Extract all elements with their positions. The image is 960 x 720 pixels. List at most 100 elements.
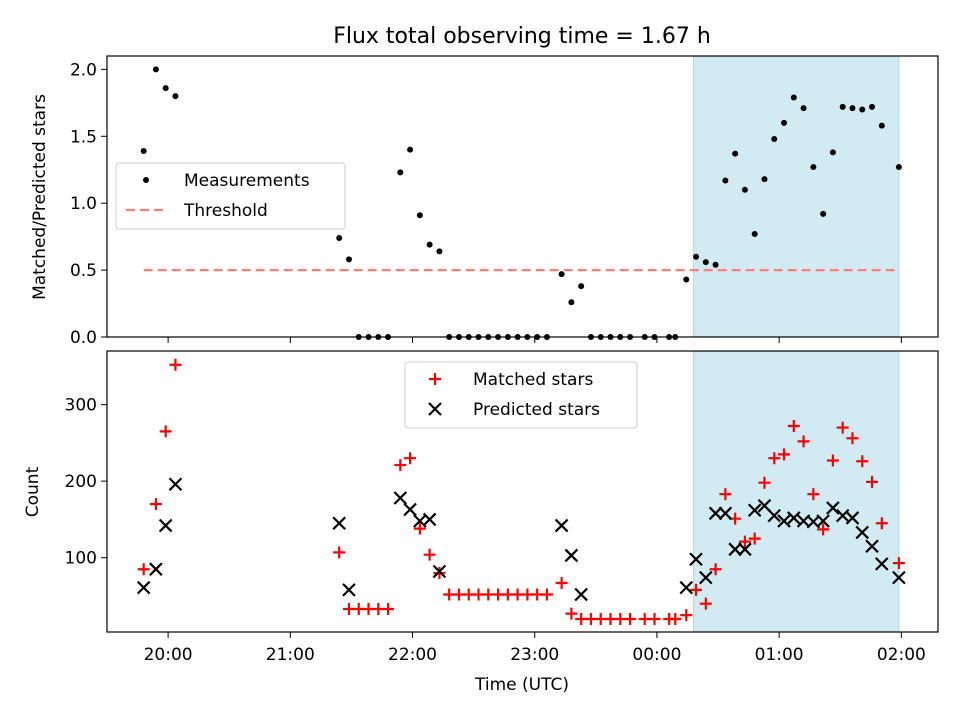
matched-stars-marker xyxy=(748,532,761,545)
measurement-point xyxy=(771,135,778,142)
predicted-stars-marker xyxy=(149,562,163,576)
y-tick-label: 100 xyxy=(65,549,97,569)
matched-stars-marker xyxy=(540,588,553,601)
matched-stars-marker xyxy=(669,612,682,625)
legend-measurement-swatch xyxy=(143,177,149,183)
matched-stars-marker xyxy=(709,563,722,576)
predicted-stars-marker xyxy=(332,516,346,531)
predicted-stars-marker xyxy=(892,570,906,585)
predicted-stars-marker xyxy=(787,511,801,525)
predicted-stars-marker xyxy=(342,583,356,597)
measurement-point xyxy=(781,119,788,126)
measurement-point xyxy=(568,299,575,306)
measurement-point xyxy=(810,164,817,171)
matched-stars-marker xyxy=(719,488,732,501)
matched-stars-marker xyxy=(807,488,820,501)
matched-stars-marker xyxy=(404,452,417,465)
x-tick-label: 20:00 xyxy=(144,645,193,665)
matched-stars-marker xyxy=(624,612,637,625)
matched-stars-marker xyxy=(137,563,150,576)
legend-predicted-swatch xyxy=(428,402,442,416)
x-tick-label: 00:00 xyxy=(632,645,681,665)
measurement-point xyxy=(426,241,433,248)
matched-stars-marker xyxy=(680,609,693,622)
matched-stars-marker xyxy=(768,452,781,465)
top-axes: 0.0 0.5 1.0 1.5 2.0 Measurements Threshold xyxy=(70,55,939,348)
matched-stars-marker xyxy=(758,476,771,489)
y-tick-label: 0.0 xyxy=(70,328,97,348)
axes-frame xyxy=(106,55,939,338)
legend-box xyxy=(115,162,346,230)
predicted-stars-marker xyxy=(554,518,569,533)
matched-stars-marker xyxy=(699,597,712,610)
measurement-point xyxy=(732,150,739,157)
legend-label: Measurements xyxy=(184,171,310,191)
predicted-stars-marker xyxy=(747,503,762,518)
matched-stars-marker xyxy=(149,498,162,511)
predicted-stars-marker xyxy=(432,564,447,579)
predicted-stars-marker xyxy=(158,518,173,533)
matched-stars-marker xyxy=(856,455,869,468)
measurement-point xyxy=(800,105,807,112)
matched-stars-marker xyxy=(648,612,661,625)
predicted-stars-marker xyxy=(865,539,879,554)
legend-label: Threshold xyxy=(183,201,268,221)
matched-stars-marker xyxy=(690,583,703,596)
measurement-point xyxy=(869,103,876,110)
matched-stars-marker xyxy=(778,448,791,461)
measurement-point xyxy=(895,164,902,171)
matched-stars-marker xyxy=(738,535,751,548)
measurement-point xyxy=(683,276,690,283)
predicted-stars-marker xyxy=(777,514,791,528)
y-tick-label: 200 xyxy=(65,472,97,492)
bottom-axes: 20:00 21:00 22:00 23:00 00:00 01:00 02:00 100 20… xyxy=(65,350,939,665)
matched-stars-marker xyxy=(159,425,172,438)
measurement-point xyxy=(693,253,700,260)
predicted-stars-marker xyxy=(708,506,723,521)
measurement-point xyxy=(741,186,748,193)
measurement-point xyxy=(761,176,768,183)
y-tick-label: 300 xyxy=(65,396,97,416)
predicted-stars-marker xyxy=(422,512,437,527)
observing-time-span xyxy=(693,55,900,338)
matched-stars-marker xyxy=(846,432,859,445)
measurement-point xyxy=(578,283,585,290)
measurement-point xyxy=(751,230,758,237)
measurement-point xyxy=(345,256,352,263)
measurement-point xyxy=(162,85,169,92)
predicted-stars-marker xyxy=(835,508,850,523)
predicted-stars-marker xyxy=(855,525,870,540)
measurement-point xyxy=(558,271,565,278)
measurement-point xyxy=(436,248,443,255)
bottom-y-axis-label: Count xyxy=(23,466,43,517)
y-tick-label: 0.5 xyxy=(70,261,97,281)
top-legend: Measurements Threshold xyxy=(115,162,346,230)
legend-box xyxy=(404,361,638,429)
predicted-stars-marker xyxy=(816,514,830,528)
measurement-point xyxy=(172,93,179,100)
measurement-point xyxy=(829,149,836,156)
matched-stars-marker xyxy=(413,522,426,535)
bottom-legend: Matched stars Predicted stars xyxy=(404,361,638,429)
measurement-point xyxy=(722,177,729,184)
matched-stars-marker xyxy=(892,557,905,570)
measurement-point xyxy=(820,210,827,217)
measurement-point xyxy=(839,103,846,110)
predicted-stars-marker xyxy=(699,570,713,585)
matched-stars-marker xyxy=(382,603,395,616)
matched-stars-marker xyxy=(836,421,849,434)
predicted-stars-marker xyxy=(718,506,733,521)
measurement-point xyxy=(849,105,856,112)
matched-stars-marker xyxy=(394,459,407,472)
matched-stars-marker xyxy=(565,607,578,620)
matched-stars-marker xyxy=(169,358,182,371)
measurement-point xyxy=(152,66,159,73)
predicted-stars-marker xyxy=(738,542,752,557)
predicted-stars-marker xyxy=(574,587,588,602)
legend-label: Predicted stars xyxy=(473,400,600,420)
x-tick-label: 22:00 xyxy=(388,645,437,665)
predicted-stars-marker xyxy=(845,511,860,525)
predicted-stars-marker xyxy=(689,552,703,567)
predicted-stars-marker xyxy=(826,501,840,515)
